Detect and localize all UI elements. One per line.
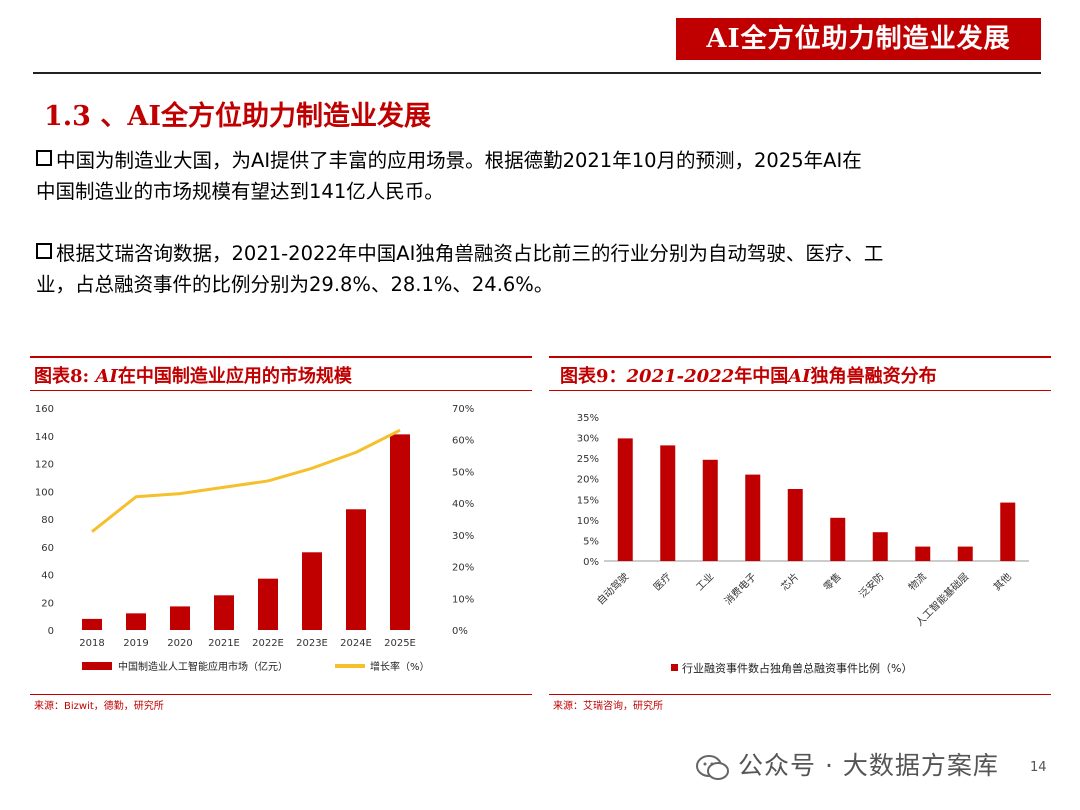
- paragraph-1-text-1: 中国为制造业大国，为AI提供了丰富的应用场景。根据德勤2021年10月的预测，2…: [56, 149, 862, 172]
- chart9-y-tick: 20%: [577, 475, 599, 486]
- chart8-legend-bar-label: 中国制造业人工智能应用市场（亿元）: [118, 660, 288, 673]
- chart8-bar: [390, 434, 410, 630]
- chart8-title-rule: [30, 390, 532, 391]
- chart9-y-tick: 25%: [577, 454, 599, 465]
- chart9-bar: [660, 445, 676, 561]
- section-title: 1.3 、AI全方位助力制造业发展: [44, 101, 431, 132]
- chart9-y-tick: 35%: [577, 413, 599, 424]
- chart8-y-left-tick: 60: [41, 543, 54, 554]
- chart9-x-tick: 芯片: [778, 570, 801, 593]
- chart8-y-right-tick: 40%: [452, 499, 474, 510]
- chart9-bar: [702, 459, 718, 561]
- chart9-y-tick: 10%: [577, 516, 599, 527]
- header-tag: AI全方位助力制造业发展: [676, 18, 1041, 60]
- chart8-x-tick: 2021E: [208, 638, 240, 649]
- chart9-y-tick: 5%: [583, 536, 599, 547]
- chart9-top-rule: [549, 356, 1051, 358]
- chart8-title: 图表8: AI在中国制造业应用的市场规模: [34, 366, 352, 387]
- chart9-x-tick: 其他: [991, 570, 1014, 593]
- chart8-x-tick: 2025E: [384, 638, 416, 649]
- chart8-y-right-tick: 30%: [452, 531, 474, 542]
- paragraph-2: 根据艾瑞咨询数据，2021-2022年中国AI独角兽融资占比前三的行业分别为自动…: [36, 238, 1046, 300]
- chart9-legend-swatch: [671, 664, 678, 671]
- chart8-legend-line-swatch: [335, 664, 365, 668]
- paragraph-1-line-2: 中国制造业的市场规模有望达到141亿人民币。: [36, 180, 444, 203]
- chart9-bottom-rule: [549, 694, 1051, 695]
- chart8-x-tick: 2018: [79, 638, 104, 649]
- chart8-y-left-tick: 20: [41, 598, 54, 609]
- chart9-y-tick: 30%: [577, 434, 599, 445]
- wechat-icon: [696, 755, 729, 780]
- chart9-x-tick: 工业: [694, 571, 717, 594]
- chart8-y-left-tick: 40: [41, 571, 54, 582]
- chart9-svg: 0% 5% 10% 15% 20% 25% 30% 35% 自动驾驶 医疗 工业 消费电子 芯片 零售 泛安…: [577, 413, 1029, 675]
- checkbox-bullet-icon: [36, 243, 52, 259]
- paragraph-1-line-1: 中国为制造业大国，为AI提供了丰富的应用场景。根据德勤2021年10月的预测，2…: [36, 145, 1046, 176]
- page-number: 14: [1030, 760, 1047, 775]
- chart8-x-tick: 2019: [123, 638, 148, 649]
- chart8-y-left-tick: 120: [35, 460, 54, 471]
- chart8-y-right-tick: 70%: [452, 404, 474, 415]
- paragraph-2-text-1: 根据艾瑞咨询数据，2021-2022年中国AI独角兽融资占比前三的行业分别为自动…: [56, 242, 884, 265]
- chart9-bar: [617, 438, 633, 561]
- chart8-y-left-tick: 0: [48, 626, 54, 637]
- chart8-growth-line: [91, 428, 401, 533]
- chart9-x-tick: 物流: [906, 570, 929, 593]
- chart9-legend-label: 行业融资事件数占独角兽总融资事件比例（%）: [682, 661, 912, 675]
- chart8-bar: [302, 552, 322, 630]
- chart9-bar: [872, 532, 888, 561]
- chart9-bar: [1000, 502, 1016, 561]
- chart9-bar: [915, 546, 931, 561]
- chart8-y-right-tick: 10%: [452, 594, 474, 605]
- chart9-bar: [957, 546, 973, 561]
- checkbox-bullet-icon: [36, 150, 52, 166]
- chart9-bar: [787, 489, 803, 561]
- chart8-y-right-tick: 50%: [452, 467, 474, 478]
- chart8-bar: [82, 618, 102, 630]
- chart8-bar: [214, 595, 234, 630]
- chart9-title: 图表9：2021-2022年中国AI独角兽融资分布: [560, 366, 937, 387]
- chart8-x-tick: 2024E: [340, 638, 372, 649]
- chart9-x-tick: 泛安防: [856, 570, 886, 600]
- chart8-y-right-tick: 0%: [452, 626, 468, 637]
- chart8-x-tick: 2023E: [296, 638, 328, 649]
- chart8-bar: [346, 509, 366, 630]
- chart8-top-rule: [30, 356, 532, 358]
- chart8-y-left-tick: 100: [35, 487, 54, 498]
- paragraph-2-line-2: 业，占总融资事件的比例分别为29.8%、28.1%、24.6%。: [36, 273, 554, 296]
- chart8-svg: 0 20 40 60 80 100 120 140 160 0% 10% 20% 30% 40% 50% 60…: [35, 404, 474, 673]
- chart9-bar: [745, 474, 761, 561]
- chart8-legend-line-label: 增长率（%）: [370, 660, 430, 673]
- chart8-source: 来源：Bizwit，德勤，研究所: [34, 701, 164, 712]
- chart9-bar: [830, 517, 846, 561]
- chart8-y-right-tick: 20%: [452, 563, 474, 574]
- chart9-source: 来源：艾瑞咨询，研究所: [553, 701, 663, 712]
- chart9-y-tick: 15%: [577, 495, 599, 506]
- chart8-x-tick: 2022E: [252, 638, 284, 649]
- paragraph-1: 中国为制造业大国，为AI提供了丰富的应用场景。根据德勤2021年10月的预测，2…: [36, 145, 1046, 207]
- header-divider: [33, 72, 1041, 74]
- chart8-y-left-tick: 80: [41, 515, 54, 526]
- watermark-text: 公众号 · 大数据方案库: [738, 751, 999, 780]
- chart8-legend-bar-swatch: [82, 662, 112, 670]
- chart8-y-right-tick: 60%: [452, 436, 474, 447]
- chart9-x-tick: 零售: [821, 570, 844, 593]
- chart9-x-tick: 医疗: [651, 570, 674, 593]
- chart8-y-left-tick: 160: [35, 404, 54, 415]
- chart8-bottom-rule: [30, 694, 532, 695]
- chart8-y-left-tick: 140: [35, 432, 54, 443]
- chart8-bar: [126, 613, 146, 630]
- paragraph-2-line-1: 根据艾瑞咨询数据，2021-2022年中国AI独角兽融资占比前三的行业分别为自动…: [36, 238, 1046, 269]
- chart9-x-tick: 自动驾驶: [594, 570, 631, 607]
- chart8-bar: [170, 606, 190, 630]
- chart9-x-tick: 消费电子: [721, 570, 758, 607]
- chart8-bar: [258, 578, 278, 630]
- chart9-y-tick: 0%: [583, 557, 599, 568]
- chart9-title-rule: [549, 390, 1051, 391]
- chart8-x-tick: 2020: [167, 638, 192, 649]
